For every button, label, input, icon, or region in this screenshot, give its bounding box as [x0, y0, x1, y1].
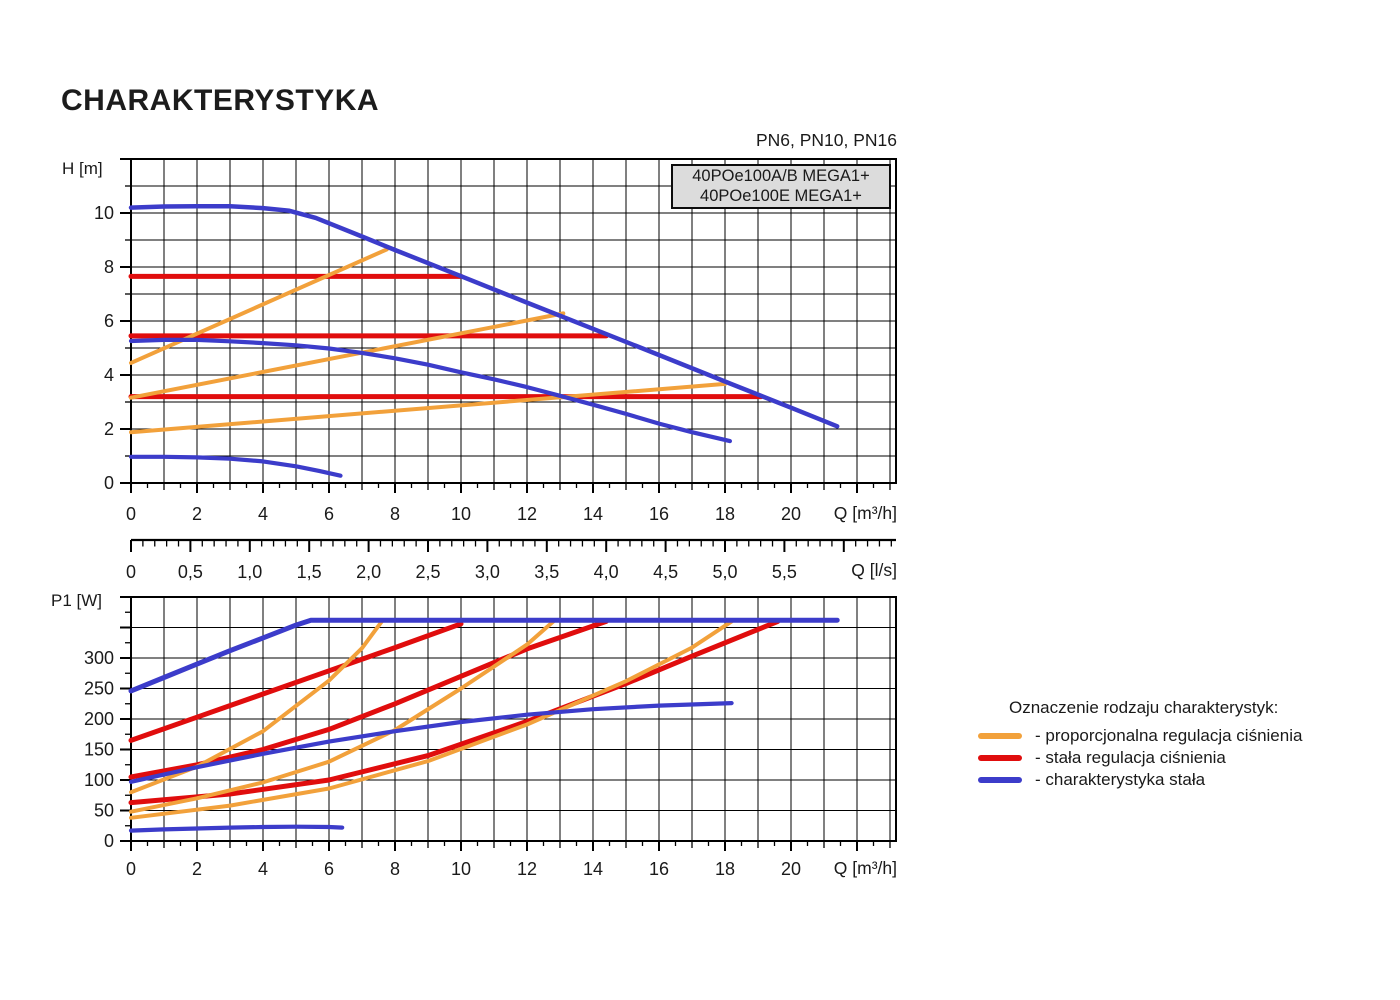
- tick-label: 2,5: [415, 562, 440, 582]
- flow-lps-unit-label: Q [l/s]: [851, 560, 897, 580]
- x-axis-ticks: [130, 841, 891, 851]
- series-proporcjonalna-3: [129, 381, 727, 435]
- series-proporcjonalna-p3: [129, 619, 734, 820]
- legend: Oznaczenie rodzaju charakterystyk: - pro…: [978, 698, 1368, 791]
- tick-label: 20: [781, 859, 801, 879]
- tick-label: 4: [104, 365, 114, 385]
- series-charakterystyka-stala-max: [128, 204, 840, 429]
- tick-label: 0,5: [178, 562, 203, 582]
- tick-label: 4: [258, 504, 268, 524]
- power-axis-unit-label: P1 [W]: [51, 591, 103, 610]
- flow-lps-ruler: [130, 538, 896, 552]
- series-charakterystyka-stala-max-p: [128, 617, 840, 694]
- legend-item-constant-pressure: - stała regulacja ciśnienia: [978, 747, 1368, 769]
- tick-label: 16: [649, 504, 669, 524]
- y-axis-ticks: [120, 596, 131, 842]
- x-axis-ticks: [130, 483, 891, 493]
- tick-label: 0: [126, 562, 136, 582]
- head-axis-unit-label: H [m]: [62, 159, 103, 178]
- tick-label: 3,5: [534, 562, 559, 582]
- tick-label: 200: [84, 709, 114, 729]
- tick-label: 2: [104, 419, 114, 439]
- tick-label: 3,0: [475, 562, 500, 582]
- power-flow-unit-label: Q [m³/h]: [833, 858, 897, 878]
- tick-label: 10: [94, 203, 114, 223]
- tick-label: 150: [84, 740, 114, 760]
- x-axis-labels: 0 2 4 6 8 10 12 14 16 18 20: [126, 859, 801, 879]
- page-title: CHARAKTERYSTYKA: [61, 84, 380, 117]
- proportional-line-swatch-icon: [978, 733, 1022, 739]
- tick-label: 14: [583, 859, 603, 879]
- series-group: [128, 204, 840, 478]
- tick-label: 14: [583, 504, 603, 524]
- tick-label: 18: [715, 859, 735, 879]
- tick-label: 16: [649, 859, 669, 879]
- pressure-ratings-label: PN6, PN10, PN16: [755, 130, 897, 150]
- tick-label: 250: [84, 679, 114, 699]
- series-charakterystyka-stala-mid: [128, 337, 733, 444]
- series-proporcjonalna-2: [129, 311, 566, 400]
- y-axis-labels: 0 2 4 6 8 10: [94, 203, 114, 493]
- series-charakterystyka-stala-mid-p: [128, 700, 734, 784]
- tick-label: 10: [451, 504, 471, 524]
- series-group: [128, 617, 840, 833]
- legend-title: Oznaczenie rodzaju charakterystyk:: [1009, 698, 1279, 717]
- tick-label: 0: [104, 473, 114, 493]
- tick-label: 2: [192, 504, 202, 524]
- tick-label: 18: [715, 504, 735, 524]
- series-proporcjonalna-p1: [129, 619, 384, 795]
- tick-label: 4,0: [594, 562, 619, 582]
- head-chart: 0 2 4 6 8 10 12 14 16 18 20 0 2 4 6 8 10: [94, 158, 897, 524]
- series-charakterystyka-stala-min: [128, 454, 343, 478]
- tick-label: 5,0: [712, 562, 737, 582]
- y-axis-labels: 0 50 100 150 200 250 300: [84, 648, 114, 851]
- tick-label: 4,5: [653, 562, 678, 582]
- head-flow-unit-label: Q [m³/h]: [833, 503, 897, 523]
- series-proporcjonalna-p2: [129, 619, 556, 814]
- tick-label: 2: [192, 859, 202, 879]
- tick-label: 0: [104, 831, 114, 851]
- tick-label: 10: [451, 859, 471, 879]
- tick-label: 50: [94, 801, 114, 821]
- tick-label: 12: [517, 859, 537, 879]
- tick-label: 12: [517, 504, 537, 524]
- constant-curve-line-swatch-icon: [978, 777, 1022, 783]
- tick-label: 100: [84, 770, 114, 790]
- tick-label: 0: [126, 859, 136, 879]
- model-box: 40POe100A/B MEGA1+ 40POe100E MEGA1+: [671, 164, 891, 209]
- tick-label: 8: [390, 859, 400, 879]
- tick-label: 5,5: [772, 562, 797, 582]
- series-stala-regulacja-p3: [128, 618, 781, 806]
- tick-label: 8: [104, 257, 114, 277]
- series-stala-regulacja-p2: [128, 618, 609, 780]
- tick-label: 1,5: [297, 562, 322, 582]
- legend-item-label: - proporcjonalna regulacja ciśnienia: [1035, 726, 1303, 745]
- tick-label: 6: [104, 311, 114, 331]
- tick-label: 0: [126, 504, 136, 524]
- tick-label: 4: [258, 859, 268, 879]
- series-proporcjonalna-1: [129, 247, 389, 365]
- model-line-2: 40POe100E MEGA1+: [700, 186, 862, 205]
- tick-label: 8: [390, 504, 400, 524]
- tick-label: 300: [84, 648, 114, 668]
- legend-item-constant-curve: - charakterystyka stała: [978, 769, 1368, 791]
- constant-pressure-line-swatch-icon: [978, 755, 1022, 761]
- tick-label: 2,0: [356, 562, 381, 582]
- x-axis-labels: 0 2 4 6 8 10 12 14 16 18 20: [126, 504, 801, 524]
- tick-label: 6: [324, 859, 334, 879]
- series-charakterystyka-stala-min-p: [128, 824, 345, 833]
- series-stala-regulacja-p1: [128, 621, 464, 743]
- flow-lps-labels: 0 0,5 1,0 1,5 2,0 2,5 3,0 3,5 4,0 4,5 5,0 5,5: [126, 562, 797, 582]
- legend-item-label: - charakterystyka stała: [1035, 770, 1206, 789]
- tick-label: 6: [324, 504, 334, 524]
- grid: [131, 159, 896, 483]
- tick-label: 20: [781, 504, 801, 524]
- legend-item-label: - stała regulacja ciśnienia: [1035, 748, 1226, 767]
- legend-item-proportional: - proporcjonalna regulacja ciśnienia: [978, 725, 1368, 747]
- model-line-1: 40POe100A/B MEGA1+: [692, 167, 870, 185]
- tick-label: 1,0: [237, 562, 262, 582]
